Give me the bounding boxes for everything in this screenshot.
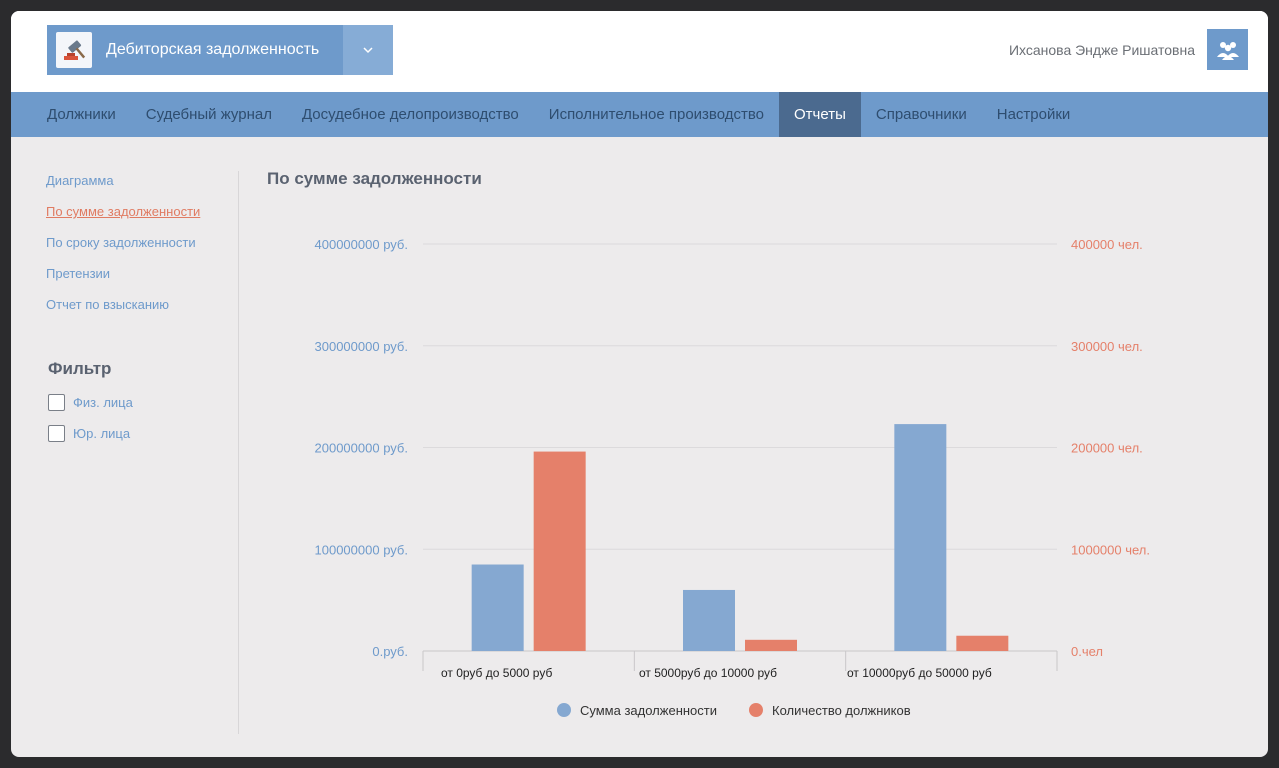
legend-marker-debtor-count: [749, 703, 763, 717]
main-nav: Должники Судебный журнал Досудебное дело…: [11, 92, 1268, 137]
chevron-down-icon[interactable]: [343, 25, 393, 75]
left-axis-tick-label: 400000000 руб.: [315, 237, 408, 252]
sidebar: [11, 137, 239, 757]
nav-item-court-journal[interactable]: Судебный журнал: [145, 106, 272, 123]
legend-marker-debt-sum: [557, 703, 571, 717]
app-switcher[interactable]: Дебиторская задолженность: [47, 25, 393, 75]
sidebar-link-by-amount[interactable]: По сумме задолженности: [46, 204, 201, 219]
bar-debtor-count: [533, 451, 586, 651]
app-window: Дебиторская задолженность Ихсанова Эндже…: [11, 11, 1268, 757]
nav-item-references[interactable]: Справочники: [875, 106, 967, 123]
nav-item-settings[interactable]: Настройки: [996, 106, 1071, 123]
nav-item-reports[interactable]: Отчеты: [779, 92, 861, 137]
category-label: от 5000руб до 10000 руб: [639, 666, 777, 680]
user-info: Ихсанова Эндже Ришатовна: [1009, 29, 1248, 70]
right-axis-tick-label: 300000 чел.: [1071, 339, 1143, 354]
sidebar-link-by-term[interactable]: По сроку задолженности: [46, 235, 196, 250]
legend-label-debt-sum: Сумма задолженности: [580, 703, 717, 718]
legend-label-debtor-count: Количество должников: [772, 703, 911, 718]
sidebar-link-diagram[interactable]: Диаграмма: [46, 173, 114, 188]
bar-debt-sum: [683, 589, 735, 651]
bar-chart: 0.руб. 100000000 руб. 200000000 руб. 300000…: [315, 237, 1150, 718]
users-group-icon[interactable]: [1207, 29, 1248, 70]
bar-debtor-count: [745, 639, 797, 651]
left-axis-tick-label: 0.руб.: [372, 644, 408, 659]
category-label: от 0руб до 5000 руб: [441, 666, 553, 680]
gavel-icon: [56, 32, 92, 68]
left-axis-tick-label: 100000000 руб.: [315, 542, 408, 557]
bar-debt-sum: [894, 424, 947, 651]
left-axis-tick-label: 300000000 руб.: [315, 339, 408, 354]
right-axis-tick-label: 200000 чел.: [1071, 441, 1143, 456]
filter-label: Физ. лица: [73, 395, 133, 410]
bar-debt-sum: [471, 564, 524, 651]
nav-item-debtors[interactable]: Должники: [47, 106, 116, 123]
sidebar-link-recovery-report[interactable]: Отчет по взысканию: [46, 297, 170, 312]
nav-item-pretrial[interactable]: Досудебное делопроизводство: [301, 106, 519, 123]
individuals-checkbox[interactable]: [48, 394, 65, 411]
right-axis-tick-label: 1000000 чел.: [1071, 542, 1150, 557]
nav-item-enforcement[interactable]: Исполнительное производство: [548, 106, 765, 123]
legal-entities-checkbox[interactable]: [48, 425, 65, 442]
app-title: Дебиторская задолженность: [106, 41, 320, 58]
filter-individuals[interactable]: Физ. лица: [48, 394, 133, 411]
filter-legal-entities[interactable]: Юр. лица: [48, 425, 130, 442]
bar-debtor-count: [956, 635, 1009, 651]
sidebar-divider: [238, 171, 239, 734]
user-name: Ихсанова Эндже Ришатовна: [1008, 41, 1195, 58]
top-header: Дебиторская задолженность Ихсанова Эндже…: [11, 11, 1268, 92]
page-title: По сумме задолженности: [267, 169, 482, 188]
filter-label: Юр. лица: [73, 426, 131, 441]
sidebar-link-claims[interactable]: Претензии: [46, 266, 111, 281]
app-title-button[interactable]: Дебиторская задолженность: [47, 25, 343, 75]
right-axis-tick-label: 400000 чел.: [1071, 237, 1143, 252]
category-label: от 10000руб до 50000 руб: [847, 666, 992, 680]
right-axis-tick-label: 0.чел: [1071, 644, 1103, 659]
filter-title: Фильтр: [48, 359, 112, 378]
left-axis-tick-label: 200000000 руб.: [315, 441, 408, 456]
